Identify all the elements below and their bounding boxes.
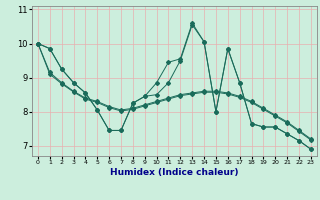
X-axis label: Humidex (Indice chaleur): Humidex (Indice chaleur) (110, 168, 239, 177)
